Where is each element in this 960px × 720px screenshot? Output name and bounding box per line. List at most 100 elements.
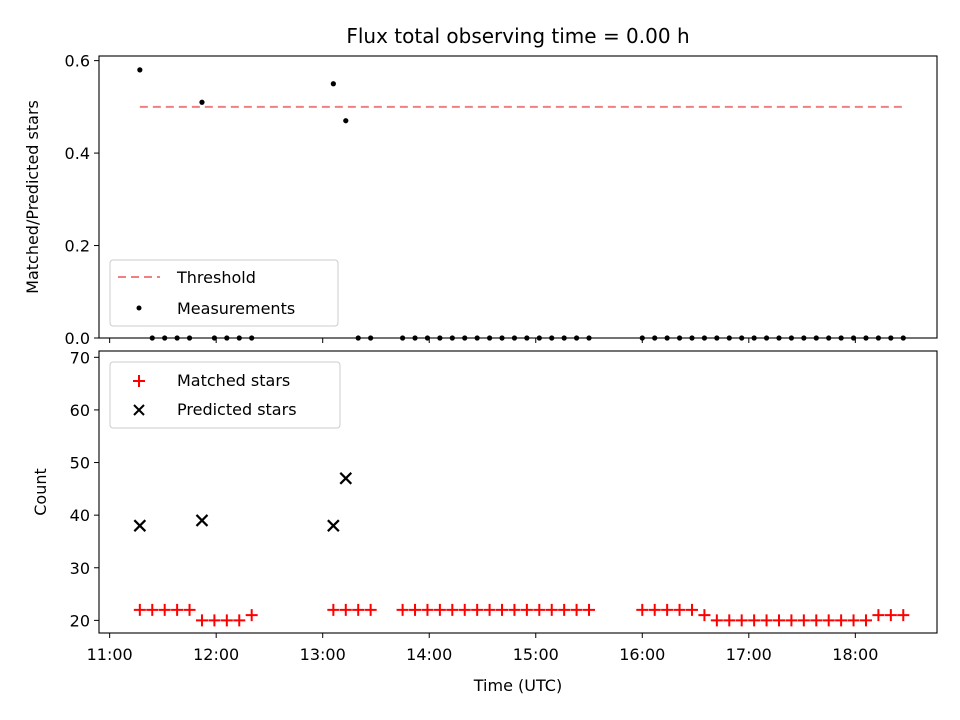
- matched-star-point: [661, 603, 674, 616]
- measurement-point: [739, 335, 745, 341]
- matched-star-point: [884, 609, 897, 622]
- matched-star-point: [146, 603, 159, 616]
- measurement-point: [524, 335, 530, 341]
- measurement-point: [689, 335, 695, 341]
- matched-star-point: [772, 614, 785, 627]
- top-y-axis-label: Matched/Predicted stars: [23, 100, 42, 294]
- matched-star-point: [698, 609, 711, 622]
- x-tick-label: 12:00: [193, 645, 239, 664]
- measurement-point: [888, 335, 894, 341]
- measurement-point: [751, 335, 757, 341]
- measurement-point: [399, 335, 406, 341]
- matched-star-point: [352, 603, 365, 616]
- measurement-point: [763, 335, 770, 341]
- matched-star-point: [533, 603, 546, 616]
- legend-predicted-label: Predicted stars: [177, 400, 297, 419]
- measurement-point: [838, 335, 844, 341]
- matched-star-point: [327, 603, 340, 616]
- measurement-point: [801, 335, 807, 341]
- matched-star-point: [133, 603, 146, 616]
- matched-star-point: [570, 603, 583, 616]
- matched-star-point: [748, 614, 761, 627]
- matched-star-point: [520, 603, 533, 616]
- measurement-point: [826, 335, 832, 341]
- matched-star-point: [496, 603, 509, 616]
- bottom-y-tick-label: 50: [70, 454, 90, 473]
- matched-star-point: [396, 603, 409, 616]
- matched-star-point: [835, 614, 848, 627]
- matched-star-point: [339, 603, 352, 616]
- matched-star-point: [760, 614, 773, 627]
- bottom-legend: Matched stars Predicted stars: [109, 361, 341, 429]
- matched-star-point: [859, 614, 872, 627]
- measurement-point: [664, 335, 670, 341]
- top-y-tick-label: 0.2: [65, 237, 90, 256]
- matched-star-point: [847, 614, 860, 627]
- top-panel-frame: [98, 55, 938, 339]
- matched-star-point: [558, 603, 571, 616]
- measurement-point: [462, 335, 468, 341]
- measurement-point: [499, 335, 505, 341]
- measurement-point: [368, 335, 374, 341]
- measurement-point: [162, 335, 168, 341]
- measurement-point: [249, 335, 255, 341]
- measurement-point: [714, 335, 720, 341]
- measurement-point: [137, 67, 143, 73]
- legend-threshold-label: Threshold: [176, 268, 256, 287]
- measurement-point: [573, 335, 580, 341]
- matched-star-point: [797, 614, 810, 627]
- matched-star-point: [471, 603, 484, 616]
- matched-star-point: [364, 603, 377, 616]
- matched-star-point: [508, 603, 521, 616]
- matched-star-point: [583, 603, 596, 616]
- axes-ticks: 11:00 12:00 13:00 14:00 15:00 16:00 17:00 18:00…: [65, 52, 879, 664]
- legend-measurements-swatch: [136, 305, 142, 311]
- top-legend-box: [109, 259, 339, 327]
- chart-title: Flux total observing time = 0.00 h: [346, 24, 689, 48]
- top-y-tick-label: 0.6: [65, 52, 90, 71]
- measurement-point: [330, 81, 336, 87]
- x-tick-label: 13:00: [300, 645, 346, 664]
- legend-measurements-label: Measurements: [177, 299, 295, 318]
- x-tick-label: 11:00: [87, 645, 133, 664]
- matched-star-point: [822, 614, 835, 627]
- matched-star-point: [897, 609, 910, 622]
- legend-matched-label: Matched stars: [177, 371, 290, 390]
- measurement-point: [149, 335, 155, 341]
- matched-star-point: [195, 614, 208, 627]
- measurement-point: [486, 335, 493, 341]
- measurement-point: [701, 335, 708, 341]
- predicted-star-point: [133, 519, 147, 532]
- measurement-point: [586, 335, 592, 341]
- measurement-point: [343, 118, 349, 124]
- x-tick-label: 15:00: [513, 645, 559, 664]
- measurement-point: [863, 335, 869, 341]
- predicted-star-point: [195, 514, 209, 527]
- x-tick-label: 18:00: [832, 645, 878, 664]
- x-axis-label: Time (UTC): [473, 676, 562, 695]
- matched-star-point: [685, 603, 698, 616]
- bottom-panel-frame: [98, 350, 938, 634]
- matched-star-point: [458, 603, 471, 616]
- matched-star-point: [220, 614, 233, 627]
- matched-star-point: [735, 614, 748, 627]
- matched-star-point: [648, 603, 661, 616]
- measurement-point: [474, 335, 480, 341]
- measurement-point: [536, 335, 542, 341]
- measurement-point: [676, 335, 683, 341]
- measurement-point: [813, 335, 819, 341]
- measurement-point: [236, 335, 242, 341]
- matched-star-point: [158, 603, 171, 616]
- matched-star-point: [545, 603, 558, 616]
- predicted-star-point: [339, 472, 353, 485]
- matched-star-point: [245, 609, 258, 622]
- matched-star-point: [673, 603, 686, 616]
- matched-star-point: [421, 603, 434, 616]
- bottom-y-tick-label: 30: [70, 559, 90, 578]
- top-y-tick-label: 0.4: [65, 144, 90, 163]
- measurement-point: [788, 335, 795, 341]
- legend-matched-swatch: [133, 375, 145, 387]
- matched-star-point: [183, 603, 196, 616]
